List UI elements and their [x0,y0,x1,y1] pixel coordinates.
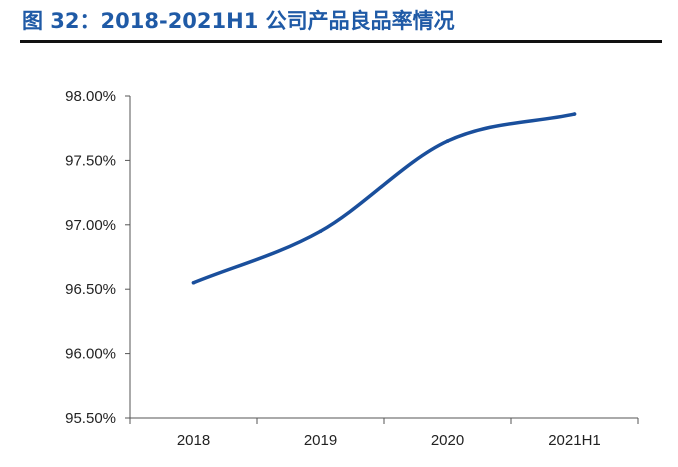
data-point-2021h1 [572,112,577,116]
series-layer [191,112,577,285]
y-tick-label: 96.00% [65,346,116,363]
y-tick-label: 97.00% [65,217,116,234]
chart-title: 图 32：2018-2021H1 公司产品良品率情况 [22,9,455,33]
x-axis: 2018 2019 2020 2021H1 [129,417,639,449]
x-tick-label: 2018 [177,432,210,449]
y-axis: 95.50% 96.00% 96.50% 97.00% 97.50% 98.00% [65,88,131,427]
data-point-2020 [445,139,450,143]
series-line [191,112,577,285]
y-tick-label: 98.00% [65,88,116,105]
x-tick-label: 2019 [304,432,337,449]
title-divider [20,40,662,43]
x-tick-label: 2021H1 [548,432,601,449]
data-point-2018 [191,280,196,285]
y-tick-label: 96.50% [65,281,116,298]
data-point-2019 [318,229,323,234]
x-tick-label: 2020 [431,432,464,449]
y-tick-label: 97.50% [65,152,116,169]
y-tick-label: 95.50% [65,410,116,427]
